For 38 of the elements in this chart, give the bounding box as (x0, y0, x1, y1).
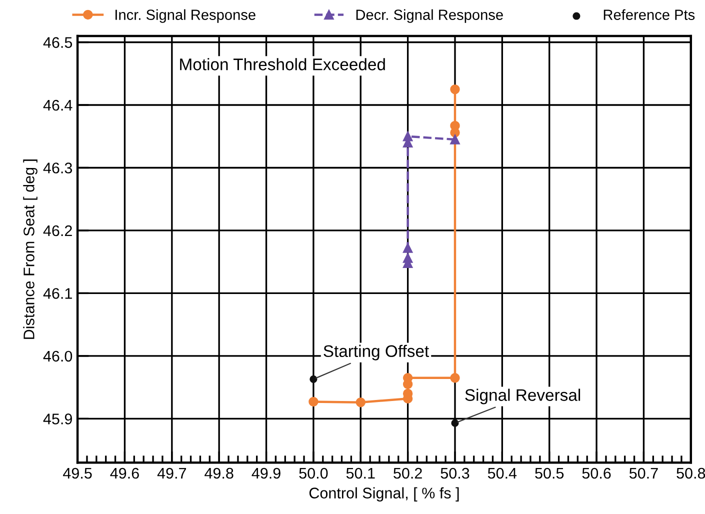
x-tick-label: 50.6 (582, 468, 611, 479)
y-tick-label: 46.4 (43, 100, 72, 111)
point (450, 84, 460, 94)
x-tick-label: 50.5 (535, 468, 564, 479)
x-tick-label: 49.9 (252, 468, 280, 479)
x-tick-label: 49.5 (63, 468, 92, 479)
y-axis-title: Distance From Seat [ deg ] (23, 160, 38, 339)
legend-label: Reference Pts (604, 9, 695, 20)
point (450, 373, 460, 383)
y-tick-label: 46.2 (43, 225, 72, 236)
y-tick-label: 46.0 (43, 350, 72, 362)
y-tick-label: 46.1 (43, 288, 72, 299)
x-tick-label: 50.1 (346, 468, 375, 479)
x-tick-label: 50.3 (440, 468, 470, 479)
x-tick-label: 49.7 (157, 468, 186, 479)
x-tick-label: 49.8 (204, 468, 234, 479)
point (450, 120, 460, 131)
x-tick-label: 49.6 (110, 468, 139, 479)
x-axis-title: Control Signal, [ % fs ] (309, 487, 459, 502)
x-tick-label: 50.2 (394, 468, 422, 479)
point (308, 396, 318, 407)
legend-label: Incr. Signal Response (116, 9, 256, 23)
legend-label: Decr. Signal Response (356, 9, 503, 23)
y-tick-label: 46.3 (43, 162, 72, 174)
point (310, 375, 318, 383)
y-tick-label: 46.5 (43, 37, 72, 48)
annotation: Starting Offset (324, 344, 429, 360)
annotation: Signal Reversal (465, 388, 580, 404)
x-tick-label: 50.7 (629, 468, 658, 479)
y-tick-label: 45.9 (43, 414, 72, 424)
point (356, 398, 366, 408)
x-tick-label: 50.0 (299, 468, 328, 479)
point (402, 243, 413, 253)
x-tick-label: 50.8 (676, 468, 705, 479)
point (450, 134, 460, 144)
point (451, 419, 459, 427)
x-tick-label: 50.4 (488, 468, 517, 479)
annotation: Motion Threshold Exceeded (180, 58, 385, 70)
